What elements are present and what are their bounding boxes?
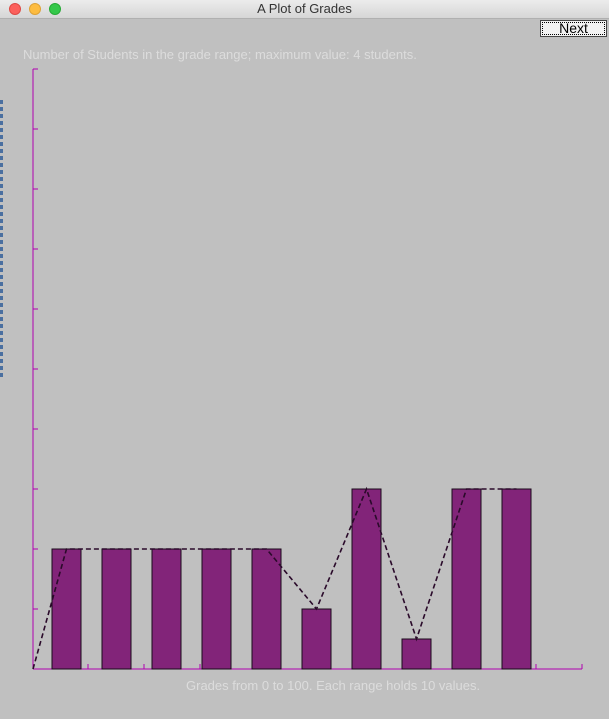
close-window-icon[interactable] (9, 3, 21, 15)
grade-bar (301, 608, 332, 670)
trend-line (32, 486, 517, 670)
grade-bar (451, 488, 482, 670)
chart-title: Number of Students in the grade range; m… (23, 47, 417, 62)
window-title: A Plot of Grades (257, 1, 352, 16)
maximize-window-icon[interactable] (49, 3, 61, 15)
grade-bar (251, 548, 282, 670)
title-bar: A Plot of Grades (0, 0, 609, 19)
minimize-window-icon[interactable] (29, 3, 41, 15)
x-axis-label: Grades from 0 to 100. Each range holds 1… (186, 678, 481, 693)
background-window-edge (0, 100, 3, 380)
grade-bar (101, 548, 132, 670)
next-button[interactable]: Next (540, 20, 607, 37)
grade-bar (351, 488, 382, 670)
grade-bar (401, 638, 432, 670)
grade-bar (201, 548, 232, 670)
grade-bar (501, 488, 532, 670)
grade-bar (51, 548, 82, 670)
grade-bar (151, 548, 182, 670)
